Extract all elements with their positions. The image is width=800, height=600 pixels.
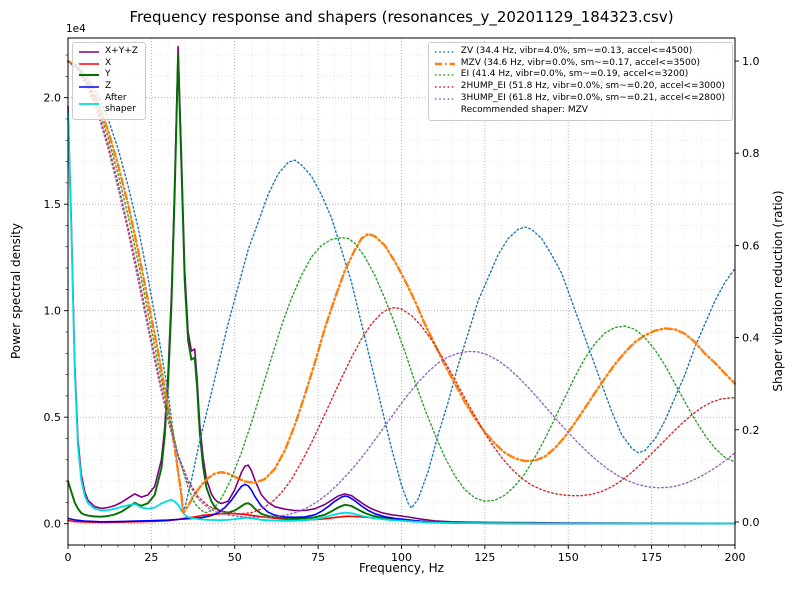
series-X+Y+Z	[67, 45, 736, 525]
x-tick-label: 75	[311, 551, 325, 564]
x-tick-label: 0	[65, 551, 72, 564]
legend-item: 2HUMP_EI (51.8 Hz, vibr=0.0%, sm~=0.20, …	[434, 81, 725, 93]
legend-item: 3HUMP_EI (61.8 Hz, vibr=0.0%, sm~=0.21, …	[434, 93, 725, 105]
legend-label: Y	[105, 69, 111, 80]
recommended-shaper-text: Recommended shaper: MZV	[460, 105, 588, 116]
legend-item: Y	[78, 69, 138, 81]
legend-item: MZV (34.6 Hz, vibr=0.0%, sm~=0.17, accel…	[434, 58, 725, 70]
legend-line-sample	[79, 86, 99, 88]
y-left-tick-label: 0.5	[44, 411, 62, 424]
chart-title: Frequency response and shapers (resonanc…	[129, 8, 674, 26]
legend-line-sample	[434, 97, 455, 100]
series-2HUMP_EI	[67, 60, 736, 515]
y-axis-label-left: Power spectral density	[9, 222, 23, 360]
y-left-tick-label: 1.5	[44, 198, 62, 211]
series-3HUMP_EI	[67, 60, 736, 518]
x-axis-label: Frequency, Hz	[359, 561, 444, 575]
y-right-tick-label: 0.8	[742, 147, 760, 160]
y-right-tick-label: 1.0	[742, 55, 760, 68]
legend-label: Z	[105, 81, 112, 92]
y-right-tick-label: 0.0	[742, 516, 760, 529]
y-axis-label-right: Shaper vibration reduction (ratio)	[771, 190, 785, 392]
series-MZV	[66, 59, 737, 514]
legend-line-sample	[434, 51, 455, 53]
legend-item: X	[78, 58, 138, 70]
legend-shapers: ZV (34.4 Hz, vibr=4.0%, sm~=0.13, accel<…	[427, 42, 733, 122]
x-tick-label: 25	[144, 551, 158, 564]
y-right-tick-label: 0.4	[742, 332, 760, 345]
legend-psd: X+Y+Z X Y Z After shaper	[72, 42, 146, 121]
tick-marks	[64, 54, 739, 549]
y-left-tick-label: 2.0	[44, 92, 62, 105]
legend-item: EI (41.4 Hz, vibr=0.0%, sm~=0.19, accel<…	[434, 69, 725, 81]
legend-line-sample	[79, 62, 99, 65]
y-left-tick-label: 1.0	[44, 305, 62, 318]
legend-line-sample	[79, 51, 99, 53]
y-right-tick-label: 0.2	[742, 424, 760, 437]
x-tick-label: 125	[474, 551, 495, 564]
legend-line-sample	[79, 74, 99, 77]
legend-label: 3HUMP_EI (61.8 Hz, vibr=0.0%, sm~=0.21, …	[460, 92, 725, 103]
x-tick-label: 175	[641, 551, 662, 564]
y-right-tick-label: 0.6	[742, 239, 760, 252]
y-left-tick-label: 0.0	[44, 518, 62, 531]
legend-item: X+Y+Z	[78, 46, 138, 58]
legend-label: X+Y+Z	[105, 46, 138, 56]
x-tick-label: 100	[391, 551, 412, 564]
legend-item: After shaper	[78, 93, 138, 116]
legend-label: ZV (34.4 Hz, vibr=4.0%, sm~=0.13, accel<…	[460, 46, 693, 56]
series-EI	[67, 60, 736, 514]
legend-line-sample	[434, 62, 455, 65]
legend-label: 2HUMP_EI (51.8 Hz, vibr=0.0%, sm~=0.20, …	[460, 81, 725, 92]
legend-line-sample	[434, 74, 455, 76]
legend-item: Z	[78, 81, 138, 93]
legend-label: X	[105, 57, 112, 68]
x-tick-label: 200	[725, 551, 746, 564]
legend-item: ZV (34.4 Hz, vibr=4.0%, sm~=0.13, accel<…	[434, 46, 725, 58]
x-tick-label: 150	[558, 551, 579, 564]
legend-line-sample	[434, 86, 455, 88]
legend-label: After shaper	[105, 92, 136, 115]
series-After-shaper	[67, 111, 736, 525]
shaper-curves	[66, 59, 737, 518]
legend-label: EI (41.4 Hz, vibr=0.0%, sm~=0.19, accel<…	[460, 69, 689, 80]
legend-line-sample	[79, 103, 99, 106]
legend-label: MZV (34.6 Hz, vibr=0.0%, sm~=0.17, accel…	[460, 57, 700, 68]
x-tick-label: 50	[228, 551, 242, 564]
y-axis-offset-text: 1e4	[66, 23, 86, 35]
